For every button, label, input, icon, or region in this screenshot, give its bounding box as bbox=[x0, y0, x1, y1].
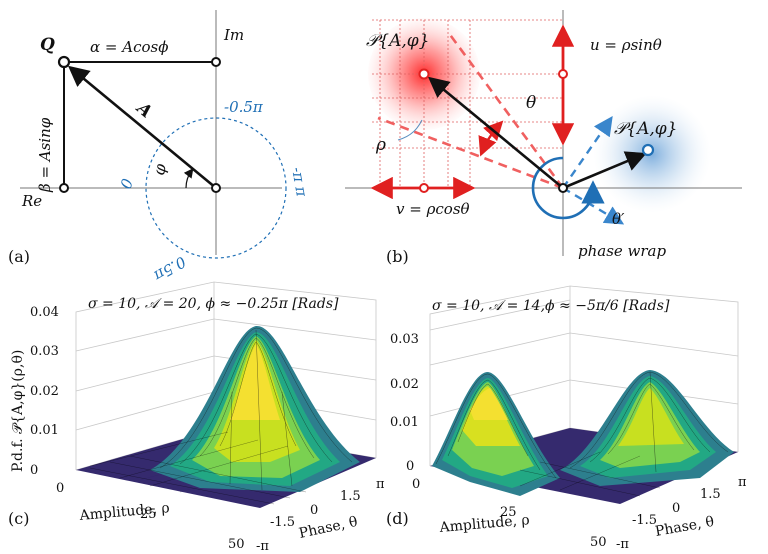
circle-label-bottom: 0.5π bbox=[150, 253, 189, 286]
c-base-mesh bbox=[89, 431, 307, 505]
c-surface-peak bbox=[150, 325, 360, 492]
c-ylabel: Phase, θ bbox=[298, 514, 360, 542]
v-label: v = ρcosθ bbox=[396, 200, 470, 218]
panel-b-caption: (b) bbox=[386, 247, 409, 266]
beta-label: β = Asinφ bbox=[36, 117, 54, 193]
d-theta-tick: 1.5 bbox=[700, 487, 721, 502]
point-beta bbox=[59, 183, 69, 193]
c-zlabel: P.d.f. 𝒫{A,φ}(ρ,θ) bbox=[10, 350, 26, 472]
panel-d: σ = 10, 𝒜 = 14,ϕ ≈ −5π/6 [Rads] 0 0.01 0… bbox=[386, 285, 747, 552]
c-z-tick: 0 bbox=[30, 463, 38, 478]
c-z-tick: 0.04 bbox=[30, 305, 59, 320]
vector-red bbox=[427, 76, 564, 190]
vector-a bbox=[67, 65, 217, 190]
origin-point bbox=[211, 183, 221, 193]
point-q bbox=[57, 55, 71, 69]
point-q-label: Q bbox=[40, 35, 55, 55]
c-rho-tick: 25 bbox=[140, 507, 157, 522]
rho-leader bbox=[397, 119, 423, 141]
theta-prime-label: θ′ bbox=[612, 210, 625, 228]
red-point bbox=[418, 68, 430, 80]
u-point bbox=[558, 69, 568, 79]
d-ylabel: Phase, θ bbox=[654, 514, 715, 540]
c-theta-tick: π bbox=[376, 477, 385, 492]
theta-label: θ bbox=[526, 93, 536, 113]
d-surface-peak-right bbox=[560, 370, 734, 486]
panel-c-caption: (c) bbox=[8, 509, 29, 528]
c-theta-tick: -π bbox=[256, 539, 269, 554]
circle-label-top: -0.5π bbox=[224, 98, 264, 116]
rho-label: ρ bbox=[375, 135, 386, 155]
red-grid bbox=[372, 19, 563, 188]
angle-label: φ bbox=[149, 162, 170, 177]
d-surface-peak-left bbox=[432, 372, 560, 496]
d-rho-ticks: 0 25 50 bbox=[412, 477, 607, 550]
panel-a: Q α = Acosϕ β = Asinφ A φ Im Re -0.5π 0 … bbox=[8, 10, 311, 286]
d-theta-tick: -π bbox=[616, 537, 629, 552]
d-theta-tick: 0 bbox=[672, 501, 680, 516]
theta-arc bbox=[478, 120, 504, 157]
red-ray-upper bbox=[446, 31, 565, 189]
c-theta-tick: 1.5 bbox=[340, 489, 361, 504]
theta-prime-arc bbox=[577, 195, 594, 215]
c-rho-ticks: 0 25 50 bbox=[56, 481, 245, 552]
b-origin-point bbox=[558, 183, 568, 193]
phase-circle bbox=[145, 117, 287, 259]
alpha-label: α = Acosϕ bbox=[90, 38, 168, 56]
c-rho-tick: 50 bbox=[228, 537, 245, 552]
blue-ray-lower bbox=[562, 186, 625, 225]
panel-b: 𝒫{A,φ} 𝒫{A,φ} u = ρsinθ v = ρcosθ θ ρ θ′… bbox=[345, 10, 742, 266]
u-label: u = ρsinθ bbox=[590, 36, 662, 54]
vector-a-label: A bbox=[131, 97, 156, 122]
d-z-tick: 0 bbox=[406, 459, 414, 474]
blue-point bbox=[641, 143, 655, 157]
panel-c: σ = 10, 𝒜 = 20, ϕ ≈ −0.25π [Rads] P.d.f.… bbox=[8, 281, 385, 554]
phase-wrap-label: phase wrap bbox=[578, 242, 667, 260]
d-rho-tick: 25 bbox=[500, 505, 517, 520]
panel-d-caption: (d) bbox=[386, 509, 409, 528]
c-xlabel: Amplitude, ρ bbox=[78, 500, 170, 524]
red-ray-lower bbox=[377, 116, 564, 190]
d-title: σ = 10, 𝒜 = 14,ϕ ≈ −5π/6 [Rads] bbox=[432, 298, 670, 314]
re-label: Re bbox=[21, 192, 42, 210]
phase-wrap-arc bbox=[531, 156, 605, 220]
panel-a-caption: (a) bbox=[8, 247, 30, 266]
circle-label-left: 0 bbox=[117, 176, 137, 192]
v-point bbox=[419, 183, 429, 193]
point-alpha bbox=[211, 57, 221, 67]
d-z-ticks: 0 0.01 0.02 0.03 bbox=[390, 332, 419, 474]
d-theta-tick: -1.5 bbox=[632, 513, 657, 528]
d-rho-tick: 50 bbox=[590, 535, 607, 550]
d-rho-tick: 0 bbox=[412, 477, 420, 492]
d-z-tick: 0.02 bbox=[390, 377, 419, 392]
c-z-tick: 0.02 bbox=[30, 384, 59, 399]
c-theta-tick: -1.5 bbox=[270, 515, 295, 530]
c-z-ticks: 0 0.01 0.02 0.03 0.04 bbox=[30, 305, 59, 478]
vector-blue bbox=[562, 151, 647, 190]
d-xlabel: Amplitude, ρ bbox=[438, 512, 530, 536]
c-theta-tick: 0 bbox=[310, 503, 318, 518]
p-label-red: 𝒫{A,φ} bbox=[366, 31, 429, 51]
c-rho-tick: 0 bbox=[56, 481, 64, 496]
c-title: σ = 10, 𝒜 = 20, ϕ ≈ −0.25π [Rads] bbox=[88, 296, 339, 312]
c-z-tick: 0.03 bbox=[30, 344, 59, 359]
c-theta-ticks: -π -1.5 0 1.5 π bbox=[256, 477, 385, 554]
d-base-mesh bbox=[519, 451, 661, 497]
p-label-blue: 𝒫{A,φ} bbox=[614, 119, 677, 139]
d-theta-ticks: -π -1.5 0 1.5 π bbox=[616, 475, 747, 552]
d-z-tick: 0.01 bbox=[390, 415, 419, 430]
c-z-tick: 0.01 bbox=[30, 423, 59, 438]
im-label: Im bbox=[223, 26, 244, 44]
d-z-tick: 0.03 bbox=[390, 332, 419, 347]
angle-arc bbox=[183, 168, 194, 189]
d-theta-tick: π bbox=[738, 475, 747, 490]
circle-label-right: -π π bbox=[288, 166, 311, 199]
